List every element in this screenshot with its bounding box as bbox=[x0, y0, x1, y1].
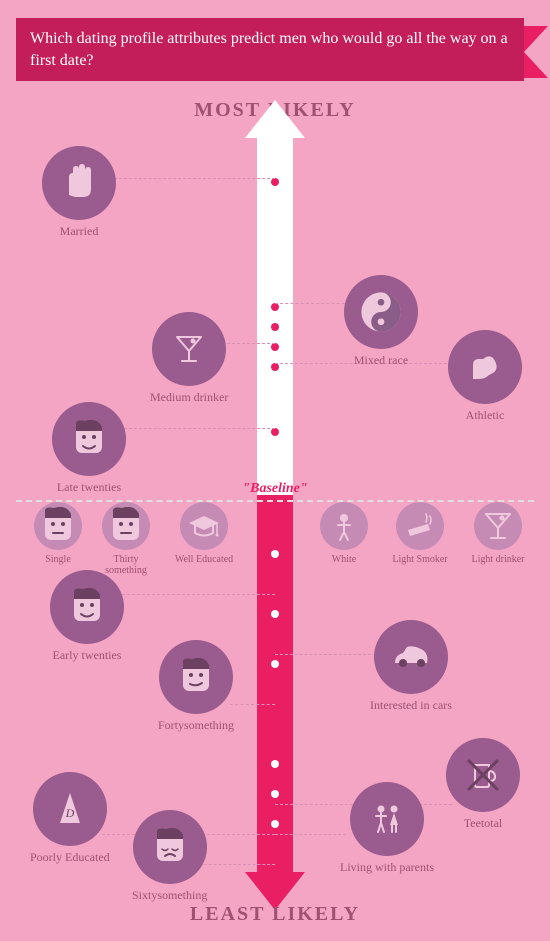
teetotal-icon bbox=[446, 738, 520, 812]
light-drinker-label: Light drinker bbox=[468, 554, 528, 565]
connector-line bbox=[114, 178, 275, 179]
attr-poorly-educated: D Poorly Educated bbox=[30, 772, 110, 865]
interested-cars-icon bbox=[374, 620, 448, 694]
attr-interested-cars: Interested in cars bbox=[370, 620, 452, 713]
well-educated-icon bbox=[180, 502, 228, 550]
attr-fortysomething: Fortysomething bbox=[158, 640, 234, 733]
title-text: Which dating profile attributes predict … bbox=[30, 28, 510, 71]
light-drinker-icon bbox=[474, 502, 522, 550]
attr-medium-drinker: Medium drinker bbox=[150, 312, 228, 405]
arrow-up-head bbox=[245, 100, 305, 138]
baseline-label: "Baseline" bbox=[242, 481, 307, 497]
medium-drinker-icon bbox=[152, 312, 226, 386]
title-banner: Which dating profile attributes predict … bbox=[16, 18, 524, 81]
baseline-white: White bbox=[314, 502, 374, 565]
white-icon bbox=[320, 502, 368, 550]
sixtysomething-icon bbox=[133, 810, 207, 884]
well-educated-label: Well Educated bbox=[174, 554, 234, 565]
connector-line bbox=[124, 428, 275, 429]
baseline-thirty-something: Thirty something bbox=[96, 502, 156, 576]
baseline-light-smoker: Light Smoker bbox=[390, 502, 450, 565]
connector-line bbox=[275, 303, 350, 304]
connector-line bbox=[275, 654, 376, 655]
single-icon bbox=[34, 502, 82, 550]
married-label: Married bbox=[42, 224, 116, 239]
attr-mixed-race: Mixed race bbox=[344, 275, 418, 368]
late-twenties-icon bbox=[52, 402, 126, 476]
baseline-well-educated: Well Educated bbox=[174, 502, 234, 565]
attr-living-parents: Living with parents bbox=[340, 782, 434, 875]
baseline-single: Single bbox=[28, 502, 88, 565]
teetotal-label: Teetotal bbox=[446, 816, 520, 831]
least-likely-label: LEAST LIKELY bbox=[190, 903, 360, 926]
athletic-icon bbox=[448, 330, 522, 404]
connector-line bbox=[230, 704, 275, 705]
sixtysomething-label: Sixtysomething bbox=[132, 888, 207, 903]
connector-line bbox=[122, 594, 275, 595]
white-label: White bbox=[314, 554, 374, 565]
poorly-educated-label: Poorly Educated bbox=[30, 850, 110, 865]
arrow-bottom-shaft bbox=[257, 495, 293, 872]
svg-text:D: D bbox=[64, 806, 74, 820]
attr-sixtysomething: Sixtysomething bbox=[132, 810, 207, 903]
light-smoker-icon bbox=[396, 502, 444, 550]
baseline-line bbox=[16, 500, 534, 502]
living-parents-label: Living with parents bbox=[340, 860, 434, 875]
attr-teetotal: Teetotal bbox=[446, 738, 520, 831]
thirty-something-icon bbox=[102, 502, 150, 550]
fortysomething-label: Fortysomething bbox=[158, 718, 234, 733]
medium-drinker-label: Medium drinker bbox=[150, 390, 228, 405]
attr-married: Married bbox=[42, 146, 116, 239]
connector-line bbox=[275, 834, 346, 835]
light-smoker-label: Light Smoker bbox=[390, 554, 450, 565]
thirty-something-label: Thirty something bbox=[96, 554, 156, 576]
late-twenties-label: Late twenties bbox=[52, 480, 126, 495]
mixed-race-label: Mixed race bbox=[344, 353, 418, 368]
interested-cars-label: Interested in cars bbox=[370, 698, 452, 713]
attr-athletic: Athletic bbox=[448, 330, 522, 423]
baseline-light-drinker: Light drinker bbox=[468, 502, 528, 565]
single-label: Single bbox=[28, 554, 88, 565]
living-parents-icon bbox=[350, 782, 424, 856]
mixed-race-icon bbox=[344, 275, 418, 349]
poorly-educated-icon: D bbox=[33, 772, 107, 846]
fortysomething-icon bbox=[159, 640, 233, 714]
attr-early-twenties: Early twenties bbox=[50, 570, 124, 663]
early-twenties-icon bbox=[50, 570, 124, 644]
likelihood-arrow bbox=[245, 100, 305, 910]
arrow-top-shaft bbox=[257, 138, 293, 495]
athletic-label: Athletic bbox=[448, 408, 522, 423]
connector-line bbox=[222, 343, 275, 344]
early-twenties-label: Early twenties bbox=[50, 648, 124, 663]
married-icon bbox=[42, 146, 116, 220]
connector-line bbox=[204, 864, 275, 865]
attr-late-twenties: Late twenties bbox=[52, 402, 126, 495]
